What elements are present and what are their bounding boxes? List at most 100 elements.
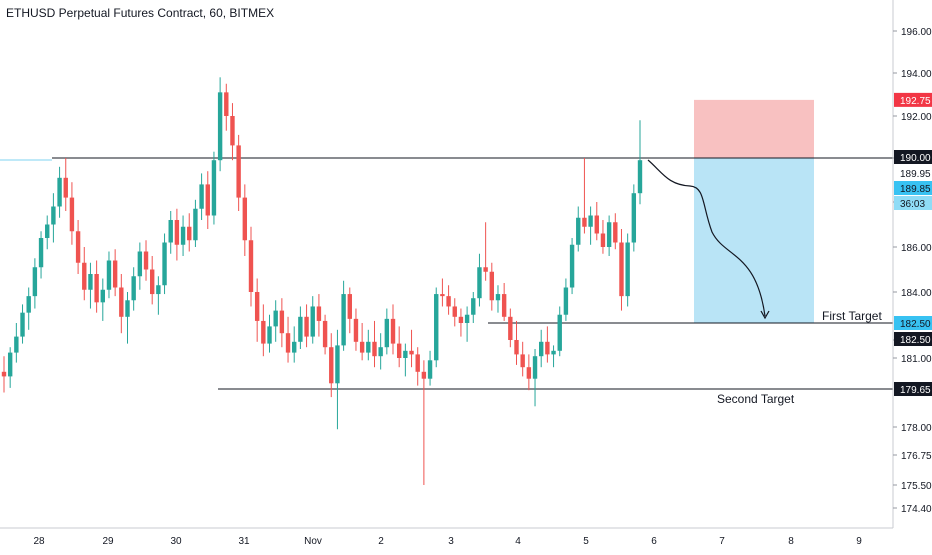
candle[interactable] <box>298 306 303 349</box>
candle[interactable] <box>588 206 593 245</box>
candle[interactable] <box>94 260 99 313</box>
candle[interactable] <box>501 283 507 321</box>
candle[interactable] <box>242 184 248 256</box>
candle[interactable] <box>613 213 618 250</box>
candle[interactable] <box>396 326 402 368</box>
candle[interactable] <box>248 226 254 307</box>
candle[interactable] <box>594 202 599 241</box>
candle[interactable] <box>619 229 624 311</box>
candle[interactable] <box>38 231 44 279</box>
candle[interactable] <box>353 308 359 351</box>
candle[interactable] <box>63 158 68 211</box>
candle[interactable] <box>304 304 309 348</box>
candle[interactable] <box>483 222 488 281</box>
candle[interactable] <box>446 285 451 315</box>
candle[interactable] <box>489 262 495 311</box>
candle[interactable] <box>137 242 143 290</box>
candle[interactable] <box>174 208 180 261</box>
candle[interactable] <box>495 285 501 313</box>
candle[interactable] <box>341 280 346 351</box>
candle[interactable] <box>279 298 285 348</box>
candle[interactable] <box>359 323 365 361</box>
candle[interactable] <box>576 206 581 252</box>
candle[interactable] <box>329 333 334 398</box>
candle[interactable] <box>236 134 241 211</box>
candle[interactable] <box>106 251 112 299</box>
candle[interactable] <box>261 304 266 357</box>
candle[interactable] <box>563 278 569 321</box>
candle[interactable] <box>1 356 7 393</box>
candle[interactable] <box>119 274 124 334</box>
candle[interactable] <box>569 238 575 295</box>
candle[interactable] <box>427 350 433 386</box>
candle[interactable] <box>477 253 482 307</box>
candle[interactable] <box>224 83 229 131</box>
candle[interactable] <box>631 184 637 252</box>
candle[interactable] <box>421 360 427 485</box>
candle[interactable] <box>205 171 210 229</box>
candle[interactable] <box>267 314 272 353</box>
candle[interactable] <box>254 278 260 342</box>
candle[interactable] <box>464 306 470 342</box>
position-zones[interactable] <box>694 99 814 323</box>
candle[interactable] <box>378 333 383 370</box>
candle[interactable] <box>545 326 550 363</box>
candle[interactable] <box>230 103 235 161</box>
projection-path[interactable] <box>647 159 770 320</box>
level-lines[interactable] <box>0 157 893 390</box>
candle[interactable] <box>532 349 538 407</box>
candle[interactable] <box>625 233 630 307</box>
candle[interactable] <box>292 326 297 363</box>
candle[interactable] <box>557 306 562 357</box>
candle[interactable] <box>20 304 25 344</box>
candle[interactable] <box>143 240 149 281</box>
candle[interactable] <box>434 287 439 368</box>
candle[interactable] <box>88 262 93 309</box>
candles[interactable] <box>1 77 643 485</box>
candle[interactable] <box>199 173 204 220</box>
candle[interactable] <box>409 329 414 368</box>
candle[interactable] <box>187 213 192 252</box>
candle[interactable] <box>415 347 420 386</box>
candle[interactable] <box>440 278 445 307</box>
candle[interactable] <box>112 249 118 297</box>
candle[interactable] <box>26 287 31 330</box>
candle[interactable] <box>51 193 56 243</box>
candle[interactable] <box>82 247 87 301</box>
candle[interactable] <box>600 220 606 254</box>
candle[interactable] <box>273 300 278 342</box>
candle[interactable] <box>366 329 371 361</box>
candle[interactable] <box>551 345 556 368</box>
candle[interactable] <box>452 298 457 327</box>
candle[interactable] <box>14 323 19 363</box>
candle[interactable] <box>162 233 167 295</box>
candle[interactable] <box>75 220 81 274</box>
candle[interactable] <box>372 320 377 368</box>
candle[interactable] <box>384 308 390 355</box>
stop-loss-zone[interactable] <box>694 99 814 158</box>
candle[interactable] <box>100 278 105 321</box>
candle[interactable] <box>149 256 155 305</box>
candle[interactable] <box>335 329 340 430</box>
take-profit-zone[interactable] <box>694 158 814 323</box>
candle[interactable] <box>458 308 464 337</box>
candle[interactable] <box>69 182 75 245</box>
candle[interactable] <box>508 308 513 348</box>
candle[interactable] <box>168 211 173 254</box>
candle[interactable] <box>520 341 525 377</box>
candle[interactable] <box>131 267 136 311</box>
candle[interactable] <box>316 294 322 337</box>
candle[interactable] <box>637 120 643 205</box>
candle[interactable] <box>526 354 532 391</box>
projected-path[interactable] <box>647 159 766 317</box>
candle[interactable] <box>310 296 315 344</box>
candle[interactable] <box>32 258 38 309</box>
candle[interactable] <box>471 292 476 323</box>
candle[interactable] <box>211 151 217 225</box>
candle[interactable] <box>582 158 587 234</box>
candle[interactable] <box>285 316 291 363</box>
candle[interactable] <box>217 77 223 172</box>
